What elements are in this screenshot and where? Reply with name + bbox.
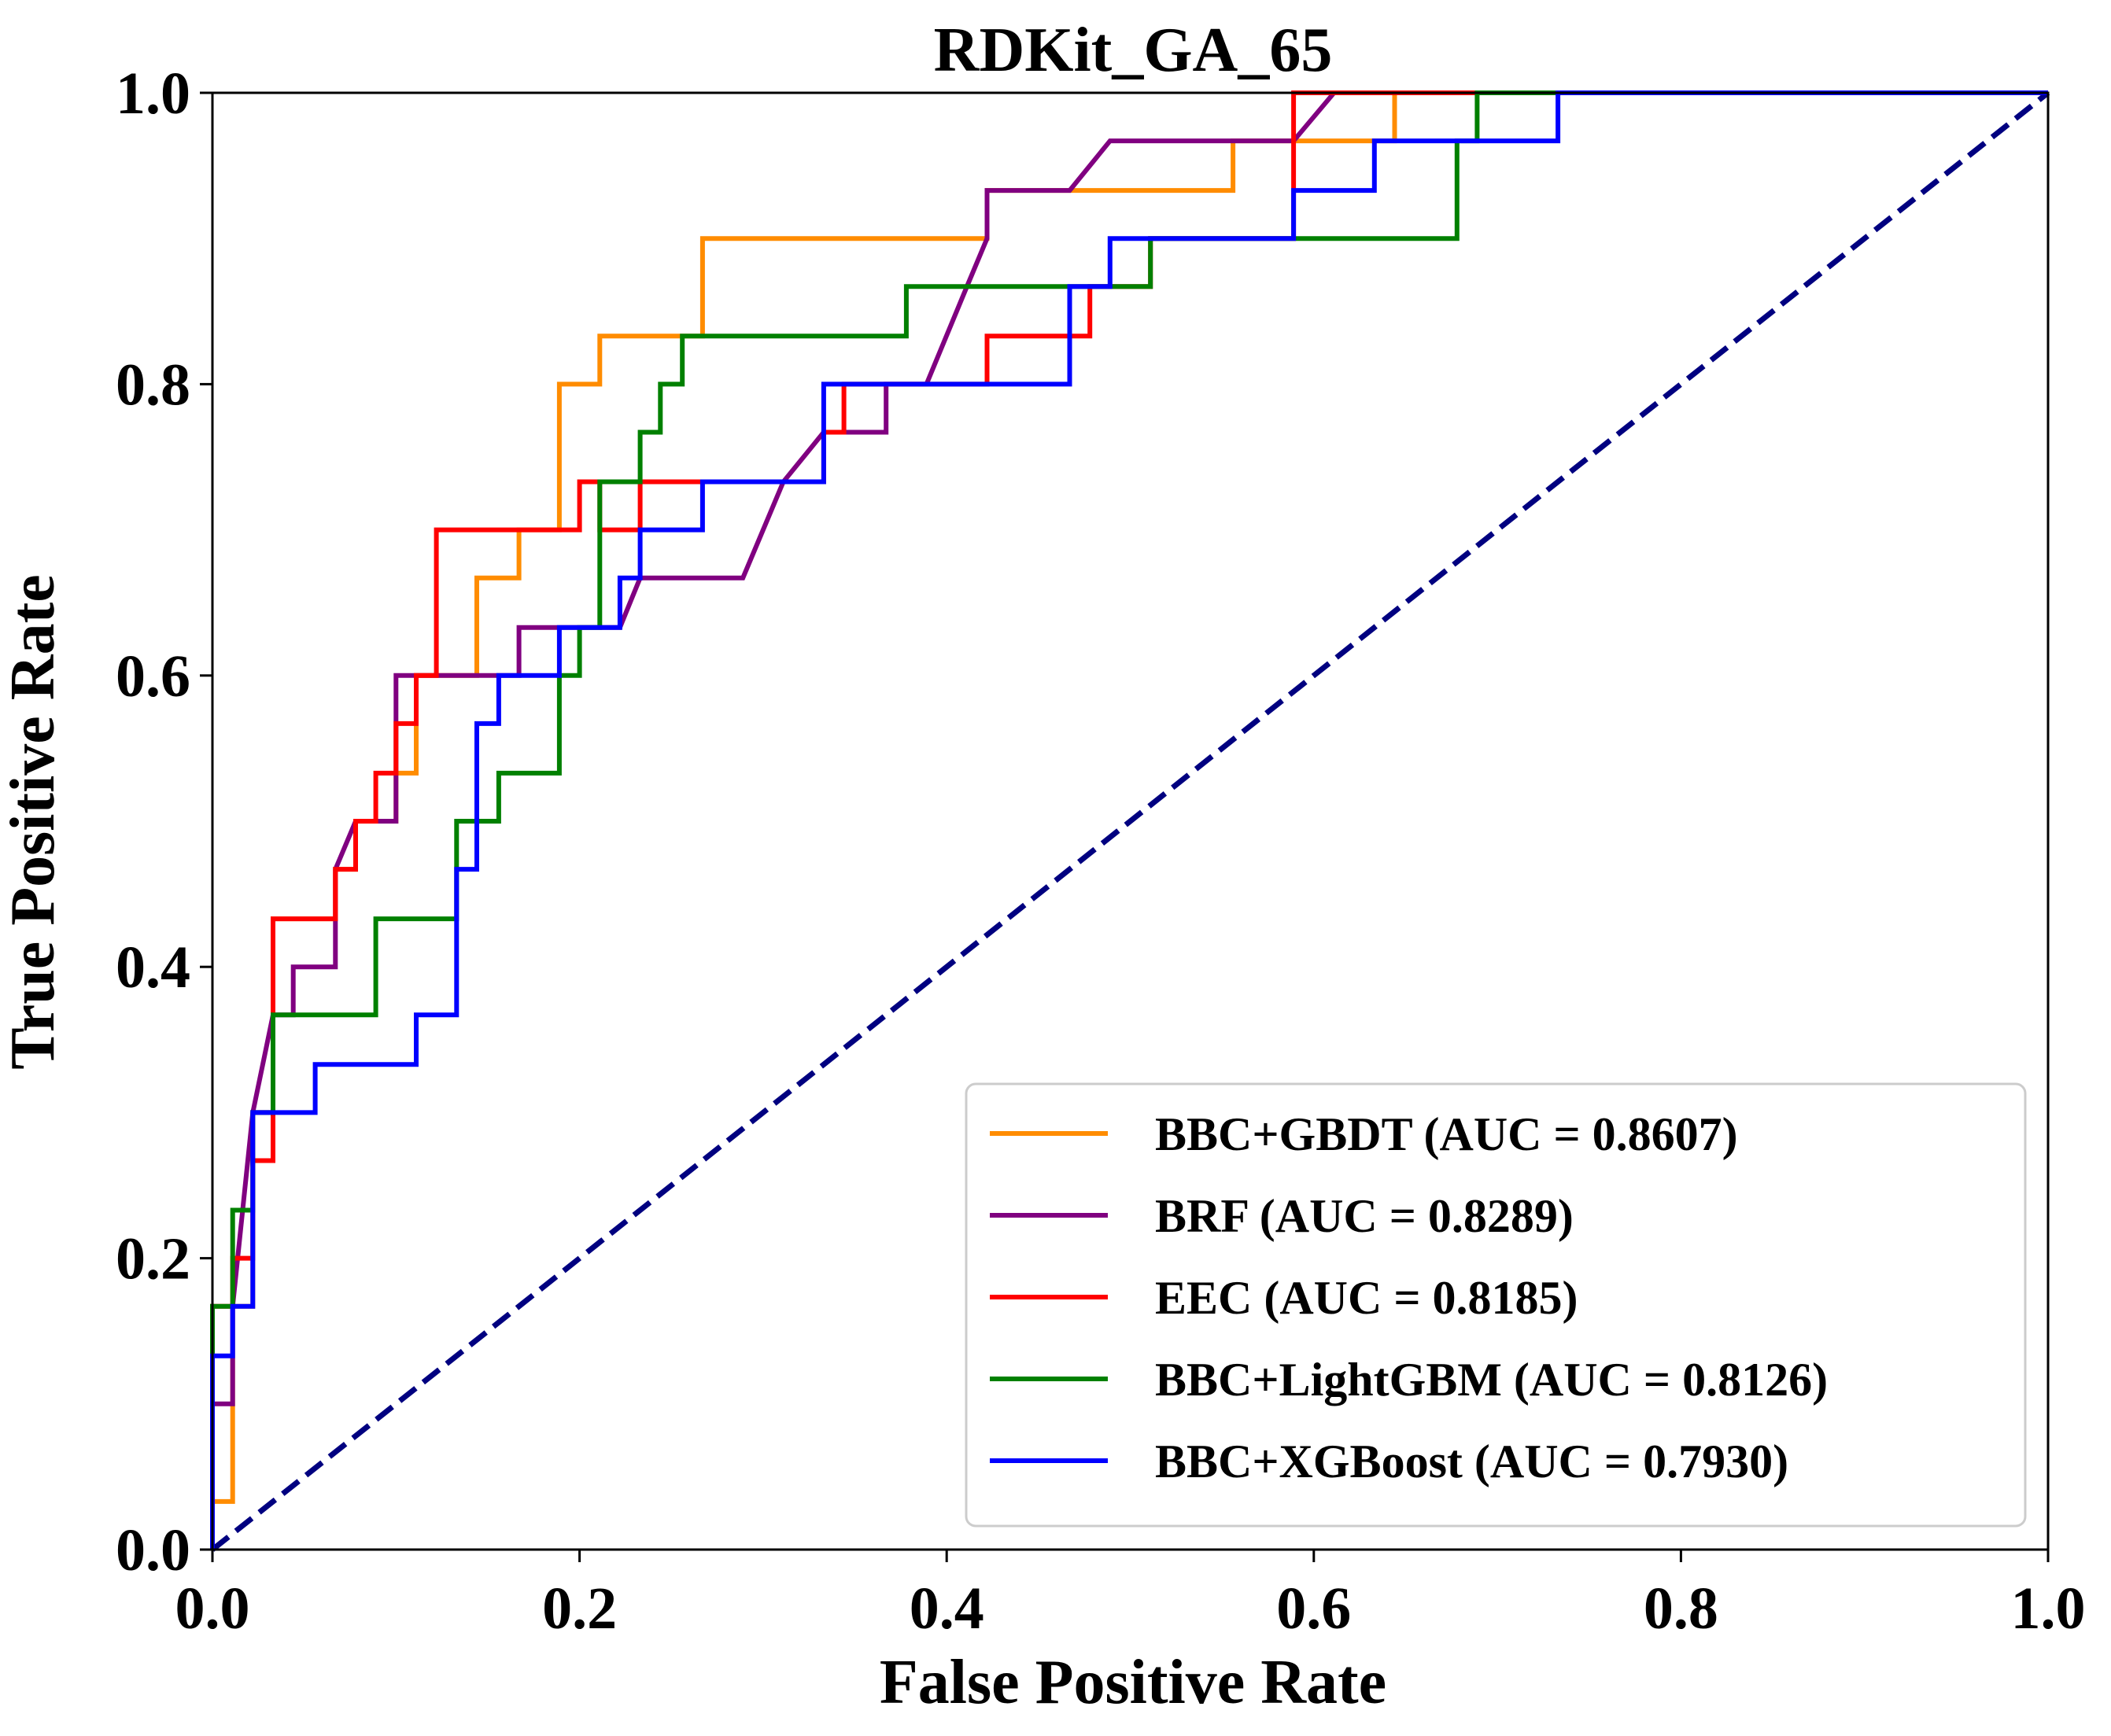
x-tick-label: 1.0 bbox=[2011, 1576, 2086, 1642]
legend-label-2: EEC (AUC = 0.8185) bbox=[1155, 1272, 1578, 1324]
x-tick-label: 0.6 bbox=[1276, 1576, 1351, 1642]
legend-box bbox=[965, 1082, 2027, 1528]
y-tick-label: 1.0 bbox=[116, 61, 190, 127]
y-tick-label: 0.4 bbox=[116, 934, 190, 1001]
ticks-layer: 0.0 0.2 0.4 0.6 0.8 1.0 0.0 0.2 0.4 0.6 0.8 1.0 bbox=[116, 61, 2086, 1642]
series-line-4 bbox=[210, 90, 2048, 1550]
diagonal-reference-line bbox=[210, 90, 2050, 1552]
y-tick-label: 0.0 bbox=[116, 1517, 190, 1583]
x-tick-label: 0.4 bbox=[910, 1576, 984, 1642]
y-tick-label: 0.2 bbox=[116, 1226, 190, 1292]
x-tick-label: 0.8 bbox=[1644, 1576, 1718, 1642]
legend: BBC+GBDT (AUC = 0.8607) BRF (AUC = 0.8289… bbox=[965, 1082, 2027, 1528]
x-tick-label: 0.0 bbox=[175, 1576, 250, 1642]
legend-label-0: BBC+GBDT (AUC = 0.8607) bbox=[1155, 1108, 1738, 1160]
series-layer bbox=[210, 90, 2050, 1552]
x-tick-label: 0.2 bbox=[542, 1576, 617, 1642]
legend-label-1: BRF (AUC = 0.8289) bbox=[1155, 1190, 1574, 1242]
y-axis-label: True Positive Rate bbox=[0, 574, 68, 1069]
chart-title: RDKit_GA_65 bbox=[934, 16, 1333, 85]
y-tick-label: 0.8 bbox=[116, 352, 190, 418]
x-axis-label: False Positive Rate bbox=[880, 1648, 1386, 1717]
plot-frame bbox=[211, 91, 2050, 1551]
legend-label-3: BBC+LightGBM (AUC = 0.8126) bbox=[1155, 1354, 1828, 1406]
legend-label-4: BBC+XGBoost (AUC = 0.7930) bbox=[1155, 1436, 1788, 1487]
y-tick-label: 0.6 bbox=[116, 643, 190, 710]
